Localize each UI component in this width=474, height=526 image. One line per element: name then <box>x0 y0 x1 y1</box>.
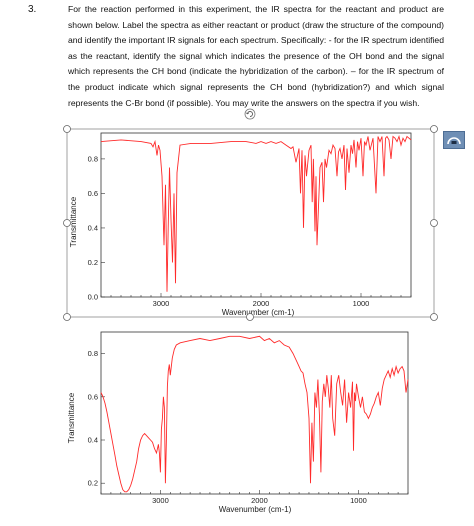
x-tick-label: 2000 <box>253 299 270 308</box>
y-tick-label: 0.2 <box>88 258 98 267</box>
rotate-handle-icon[interactable] <box>244 108 256 120</box>
plot-area <box>100 132 412 298</box>
tick-group: 3000 2000 1000 0.0 0.2 0.4 0.6 0.8 <box>88 154 412 308</box>
resize-handles[interactable] <box>63 125 438 321</box>
resize-handle-top-right[interactable] <box>430 125 438 133</box>
y-tick-label: 0.4 <box>88 223 98 232</box>
question-number: 3. <box>28 4 37 15</box>
question-text: For the reaction performed in this exper… <box>68 2 444 111</box>
y-axis-label: Transmittance <box>69 196 78 247</box>
resize-handle-bottom-left[interactable] <box>63 313 71 321</box>
x-tick-label: 1000 <box>353 299 370 308</box>
x-tick-label: 3000 <box>153 299 170 308</box>
layout-options-button[interactable] <box>443 131 465 149</box>
y-tick-label: 0.6 <box>88 189 98 198</box>
y-tick-label: 0.8 <box>88 154 98 163</box>
spectrum-line <box>100 134 412 292</box>
x-axis-label: Wavenumber (cm-1) <box>222 308 295 317</box>
resize-handle-middle-left[interactable] <box>63 219 71 227</box>
resize-handle-bottom-center[interactable] <box>246 313 254 321</box>
y-tick-label: 0.0 <box>88 293 98 302</box>
layout-options-icon <box>447 137 461 145</box>
resize-handle-middle-right[interactable] <box>430 219 438 227</box>
resize-handle-top-left[interactable] <box>63 125 71 133</box>
resize-handle-bottom-right[interactable] <box>430 313 438 321</box>
question-paragraph: For the reaction performed in this exper… <box>68 4 444 108</box>
